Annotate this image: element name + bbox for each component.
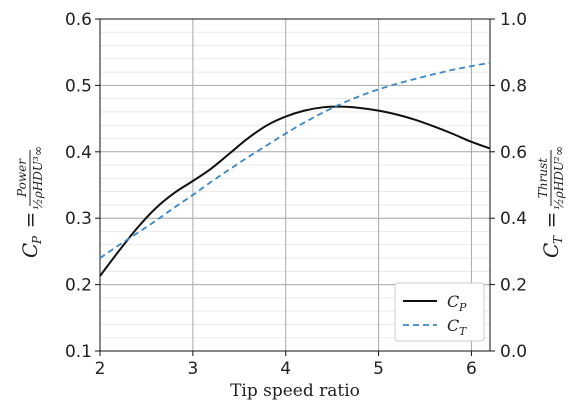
legend-label-cp: C bbox=[447, 292, 459, 311]
y-left-eq: = bbox=[18, 212, 42, 229]
series-layer bbox=[99, 61, 491, 277]
legend-label-ct-sub: T bbox=[459, 325, 468, 338]
legend: C P C T bbox=[394, 282, 485, 342]
x-tick-label: 2 bbox=[95, 359, 106, 379]
y-right-tick-label: 0.8 bbox=[500, 76, 527, 96]
legend-box bbox=[394, 282, 485, 342]
series-line-c-t bbox=[99, 61, 491, 259]
y-right-tick-label: 0.4 bbox=[500, 209, 527, 229]
legend-label-cp-sub: P bbox=[458, 301, 467, 314]
x-axis-label: Tip speed ratio bbox=[230, 381, 360, 401]
y-left-tick-label: 0.2 bbox=[65, 276, 92, 296]
x-tick-label: 3 bbox=[187, 359, 198, 379]
y-right-lhs-sub: T bbox=[551, 235, 565, 244]
x-tick-label: 5 bbox=[373, 359, 384, 379]
ticks-layer: 2 3 4 5 6 0.1 0.2 0.3 0.4 0.5 0.6 0.0 0.2 0.4 0.6 0.8 1.… bbox=[65, 10, 527, 379]
y-left-tick-label: 0.4 bbox=[65, 143, 92, 163]
y-left-tick-label: 0.5 bbox=[65, 76, 92, 96]
y-right-numerator: Thrust bbox=[536, 158, 550, 198]
y-right-denominator: ½ρHDU²∞ bbox=[552, 146, 566, 210]
y-axis-left-label: C P = Power ½ρHDU³∞ bbox=[15, 146, 45, 258]
y-left-tick-label: 0.6 bbox=[65, 10, 92, 30]
x-tick-label: 6 bbox=[466, 359, 477, 379]
y-right-tick-label: 0.0 bbox=[500, 342, 527, 362]
y-right-lhs: C bbox=[539, 243, 563, 258]
y-right-tick-label: 0.6 bbox=[500, 143, 527, 163]
y-left-denominator: ½ρHDU³∞ bbox=[31, 146, 45, 210]
y-left-numerator: Power bbox=[15, 158, 29, 198]
y-right-tick-label: 1.0 bbox=[500, 10, 527, 30]
y-axis-right-label: C T = Thrust ½ρHDU²∞ bbox=[536, 146, 566, 258]
y-right-eq: = bbox=[539, 212, 563, 229]
y-left-lhs-sub: P bbox=[30, 235, 44, 245]
y-left-lhs: C bbox=[18, 243, 42, 258]
x-tick-label: 4 bbox=[280, 359, 291, 379]
legend-label-ct: C bbox=[447, 316, 459, 335]
y-left-tick-label: 0.3 bbox=[65, 209, 92, 229]
plot-area-frame bbox=[99, 18, 491, 352]
y-right-tick-label: 0.2 bbox=[500, 276, 527, 296]
series-line-c-p bbox=[99, 105, 491, 277]
y-left-tick-label: 0.1 bbox=[65, 342, 92, 362]
